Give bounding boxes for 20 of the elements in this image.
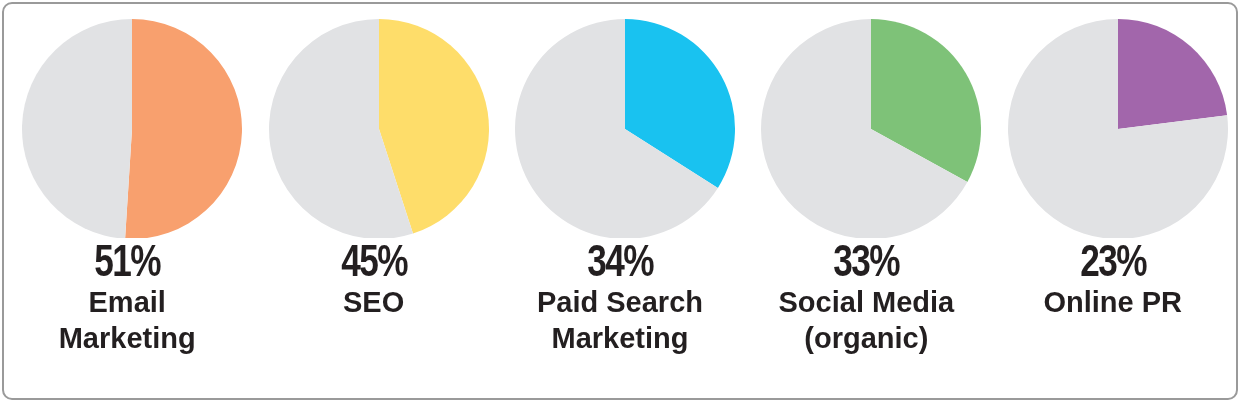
- pie-slice: [1117, 19, 1227, 129]
- pie-slice: [268, 19, 413, 238]
- pie-slice: [624, 19, 735, 188]
- pie-slice: [125, 19, 243, 238]
- pie-slice: [22, 19, 133, 238]
- text: Email Marketing: [57, 285, 197, 356]
- text: 51%: [94, 236, 161, 285]
- pie-slice: [1007, 19, 1228, 238]
- text: SEO: [341, 285, 406, 320]
- text: Social Media (organic): [777, 285, 956, 356]
- pie-slice: [761, 19, 968, 238]
- text: Online PR: [1042, 285, 1184, 320]
- pie-slice: [871, 19, 982, 182]
- text: 34%: [587, 236, 653, 285]
- text: Paid Search Marketing: [535, 285, 704, 356]
- text: 45%: [340, 236, 407, 285]
- text: 23%: [1079, 236, 1146, 285]
- pie-slice: [514, 19, 718, 238]
- text: 33%: [833, 236, 900, 285]
- pie-slice: [378, 19, 489, 234]
